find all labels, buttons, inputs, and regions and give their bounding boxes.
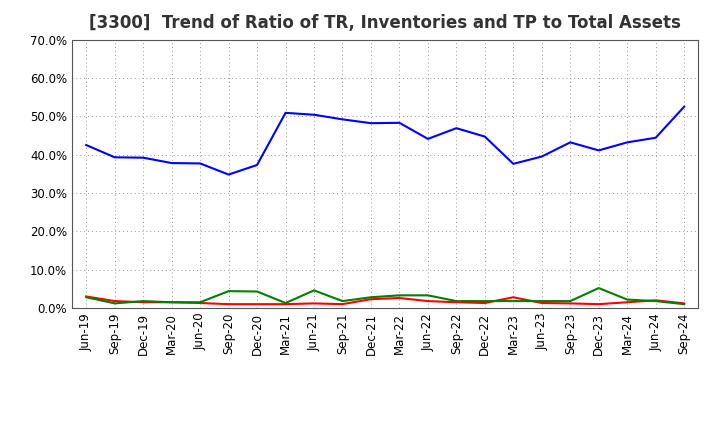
- Trade Receivables: [452, 300, 461, 305]
- Inventories: [310, 112, 318, 117]
- Inventories: [480, 134, 489, 139]
- Trade Receivables: [253, 301, 261, 307]
- Inventories: [253, 162, 261, 168]
- Trade Receivables: [423, 298, 432, 304]
- Trade Receivables: [110, 298, 119, 304]
- Trade Payables: [338, 298, 347, 304]
- Trade Receivables: [537, 301, 546, 306]
- Title: [3300]  Trend of Ratio of TR, Inventories and TP to Total Assets: [3300] Trend of Ratio of TR, Inventories…: [89, 15, 681, 33]
- Trade Receivables: [366, 297, 375, 302]
- Trade Payables: [509, 298, 518, 304]
- Trade Payables: [595, 286, 603, 291]
- Trade Receivables: [395, 295, 404, 301]
- Trade Payables: [110, 301, 119, 306]
- Trade Receivables: [282, 301, 290, 307]
- Trade Receivables: [139, 300, 148, 305]
- Trade Receivables: [225, 301, 233, 307]
- Trade Payables: [139, 298, 148, 304]
- Inventories: [537, 154, 546, 159]
- Line: Trade Payables: Trade Payables: [86, 288, 684, 304]
- Inventories: [282, 110, 290, 115]
- Trade Receivables: [196, 301, 204, 306]
- Trade Payables: [680, 301, 688, 307]
- Inventories: [338, 117, 347, 122]
- Inventories: [82, 143, 91, 148]
- Inventories: [395, 120, 404, 125]
- Trade Payables: [537, 298, 546, 304]
- Trade Receivables: [566, 301, 575, 306]
- Trade Receivables: [82, 294, 91, 299]
- Trade Receivables: [509, 295, 518, 300]
- Line: Inventories: Inventories: [86, 106, 684, 175]
- Inventories: [623, 140, 631, 145]
- Trade Payables: [623, 297, 631, 302]
- Trade Payables: [566, 298, 575, 304]
- Trade Receivables: [652, 298, 660, 303]
- Trade Payables: [395, 293, 404, 298]
- Inventories: [110, 155, 119, 160]
- Inventories: [680, 104, 688, 109]
- Trade Payables: [652, 298, 660, 304]
- Inventories: [139, 155, 148, 160]
- Trade Receivables: [310, 301, 318, 306]
- Trade Receivables: [680, 301, 688, 306]
- Trade Payables: [452, 298, 461, 304]
- Inventories: [595, 148, 603, 153]
- Inventories: [366, 121, 375, 126]
- Inventories: [652, 135, 660, 140]
- Trade Payables: [282, 301, 290, 306]
- Inventories: [509, 161, 518, 166]
- Trade Receivables: [595, 301, 603, 307]
- Trade Payables: [310, 288, 318, 293]
- Trade Payables: [225, 289, 233, 294]
- Inventories: [566, 140, 575, 145]
- Inventories: [167, 161, 176, 166]
- Trade Payables: [167, 300, 176, 305]
- Trade Receivables: [167, 300, 176, 305]
- Trade Receivables: [623, 300, 631, 305]
- Trade Receivables: [338, 301, 347, 307]
- Line: Trade Receivables: Trade Receivables: [86, 297, 684, 304]
- Trade Payables: [253, 289, 261, 294]
- Inventories: [423, 136, 432, 142]
- Trade Payables: [82, 295, 91, 300]
- Inventories: [196, 161, 204, 166]
- Trade Payables: [196, 300, 204, 305]
- Trade Payables: [366, 295, 375, 300]
- Trade Payables: [423, 293, 432, 298]
- Trade Receivables: [480, 301, 489, 306]
- Inventories: [225, 172, 233, 177]
- Trade Payables: [480, 298, 489, 304]
- Inventories: [452, 125, 461, 131]
